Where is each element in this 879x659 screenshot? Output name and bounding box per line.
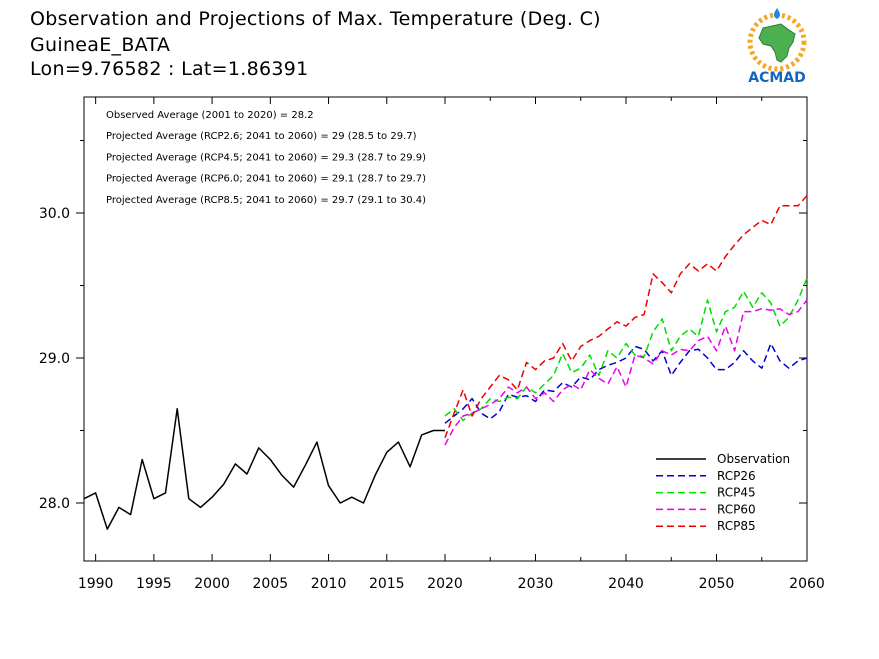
plot-border [83,96,808,562]
y-tick-label: 28.0 [39,496,70,512]
series-line-rcp60 [444,299,808,446]
axis-ticks: 1990 1995 2000 2005 2010 2015 2020 2030 2040 2050… [39,97,825,592]
x-tick-label: 1995 [136,576,172,592]
x-tick-label: 2030 [518,576,554,592]
series-rcp85 [444,195,808,439]
acmad-logo: ACMAD [747,8,807,86]
x-tick-label: 2020 [427,576,463,592]
legend-label-rcp60: RCP60 [717,502,756,516]
annotation-line: Projected Average (RCP8.5; 2041 to 2060)… [106,195,426,206]
y-tick-label: 29.0 [39,351,70,367]
legend-label-rcp85: RCP85 [717,519,756,533]
x-tick-label: 2015 [369,576,405,592]
series-line-rcp26 [444,342,808,424]
x-tick-label: 2050 [699,576,735,592]
series-observation [83,408,445,530]
africa-map-icon [758,23,796,63]
series-line-rcp45 [444,278,808,422]
series-line-observation [83,408,445,530]
legend: Observation RCP26 RCP45 RCP60 RCP85 [656,452,790,533]
location-name: GuineaE_BATA [30,34,171,56]
series-rcp26 [444,342,808,424]
chart-title: Observation and Projections of Max. Temp… [30,8,601,30]
water-drop-icon [773,8,781,19]
x-tick-label: 1990 [78,576,114,592]
annotation-line: Observed Average (2001 to 2020) = 28.2 [106,110,314,121]
logo-text: ACMAD [748,70,806,86]
annotation-line: Projected Average (RCP2.6; 2041 to 2060)… [106,131,417,142]
x-tick-label: 2060 [789,576,825,592]
series-line-rcp85 [444,195,808,439]
y-tick-label: 30.0 [39,206,70,222]
annotations: Observed Average (2001 to 2020) = 28.2 Pr… [106,110,426,206]
x-tick-label: 2040 [608,576,644,592]
x-tick-label: 2010 [311,576,347,592]
annotation-line: Projected Average (RCP6.0; 2041 to 2060)… [106,174,426,185]
series-rcp60 [444,299,808,446]
series-layer [83,195,808,530]
series-rcp45 [444,278,808,422]
location-coordinates: Lon=9.76582 : Lat=1.86391 [30,58,309,80]
legend-label-rcp45: RCP45 [717,486,756,500]
plot-frame [83,96,808,562]
x-tick-label: 2005 [253,576,289,592]
legend-label-observation: Observation [717,452,790,466]
x-tick-label: 2000 [194,576,230,592]
legend-label-rcp26: RCP26 [717,469,756,483]
annotation-line: Projected Average (RCP4.5; 2041 to 2060)… [106,152,426,163]
